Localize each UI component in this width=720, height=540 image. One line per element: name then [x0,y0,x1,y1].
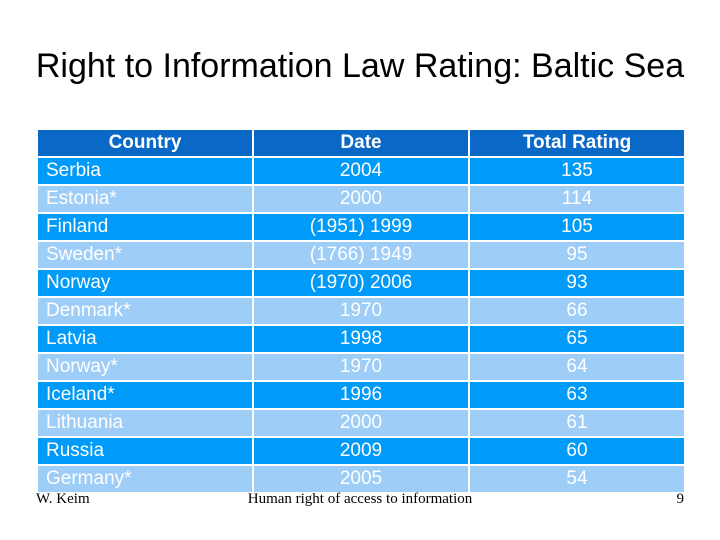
country-cell: Serbia [36,156,254,186]
table-row: Latvia 1998 65 [36,324,686,354]
table-row: Finland (1951) 1999 105 [36,212,686,242]
table-row: Iceland* 1996 63 [36,380,686,410]
rating-cell: 105 [468,212,686,242]
country-cell: Norway [36,268,254,298]
date-cell: 1996 [252,380,470,410]
country-cell: Norway* [36,352,254,382]
slide-footer: W. Keim Human right of access to informa… [0,491,720,509]
date-cell: (1970) 2006 [252,268,470,298]
date-cell: 2004 [252,156,470,186]
table-row: Estonia* 2000 114 [36,184,686,214]
rating-cell: 64 [468,352,686,382]
table-row: Norway* 1970 64 [36,352,686,382]
country-cell: Lithuania [36,408,254,438]
rating-cell: 61 [468,408,686,438]
country-cell: Latvia [36,324,254,354]
date-cell: (1766) 1949 [252,240,470,270]
footer-center-note: Human right of access to information [247,491,473,507]
date-cell: 2000 [252,408,470,438]
country-cell: Denmark* [36,296,254,326]
rating-table: Country Date Total Rating Serbia 2004 13… [36,128,686,494]
column-header-country: Country [36,128,254,158]
rating-cell: 93 [468,268,686,298]
table-header-row: Country Date Total Rating [36,128,686,158]
column-header-date: Date [252,128,470,158]
rating-cell: 63 [468,380,686,410]
footer-author: W. Keim [36,491,90,507]
table-row: Serbia 2004 135 [36,156,686,186]
country-cell: Sweden* [36,240,254,270]
rating-cell: 135 [468,156,686,186]
rating-cell: 114 [468,184,686,214]
date-cell: 2009 [252,436,470,466]
table-row: Germany* 2005 54 [36,464,686,494]
country-cell: Finland [36,212,254,242]
date-cell: 1970 [252,352,470,382]
rating-cell: 60 [468,436,686,466]
date-cell: 1998 [252,324,470,354]
country-cell: Russia [36,436,254,466]
rating-cell: 95 [468,240,686,270]
page-number: 9 [676,491,685,507]
date-cell: 1970 [252,296,470,326]
table-header: Country Date Total Rating [36,128,686,158]
date-cell: (1951) 1999 [252,212,470,242]
country-cell: Germany* [36,464,254,494]
date-cell: 2000 [252,184,470,214]
table-row: Sweden* (1766) 1949 95 [36,240,686,270]
table-row: Norway (1970) 2006 93 [36,268,686,298]
page-title: Right to Information Law Rating: Baltic … [35,47,685,85]
column-header-total-rating: Total Rating [468,128,686,158]
rating-cell: 54 [468,464,686,494]
country-cell: Estonia* [36,184,254,214]
table-row: Denmark* 1970 66 [36,296,686,326]
date-cell: 2005 [252,464,470,494]
table-row: Russia 2009 60 [36,436,686,466]
rating-cell: 66 [468,296,686,326]
country-cell: Iceland* [36,380,254,410]
rating-cell: 65 [468,324,686,354]
table-row: Lithuania 2000 61 [36,408,686,438]
